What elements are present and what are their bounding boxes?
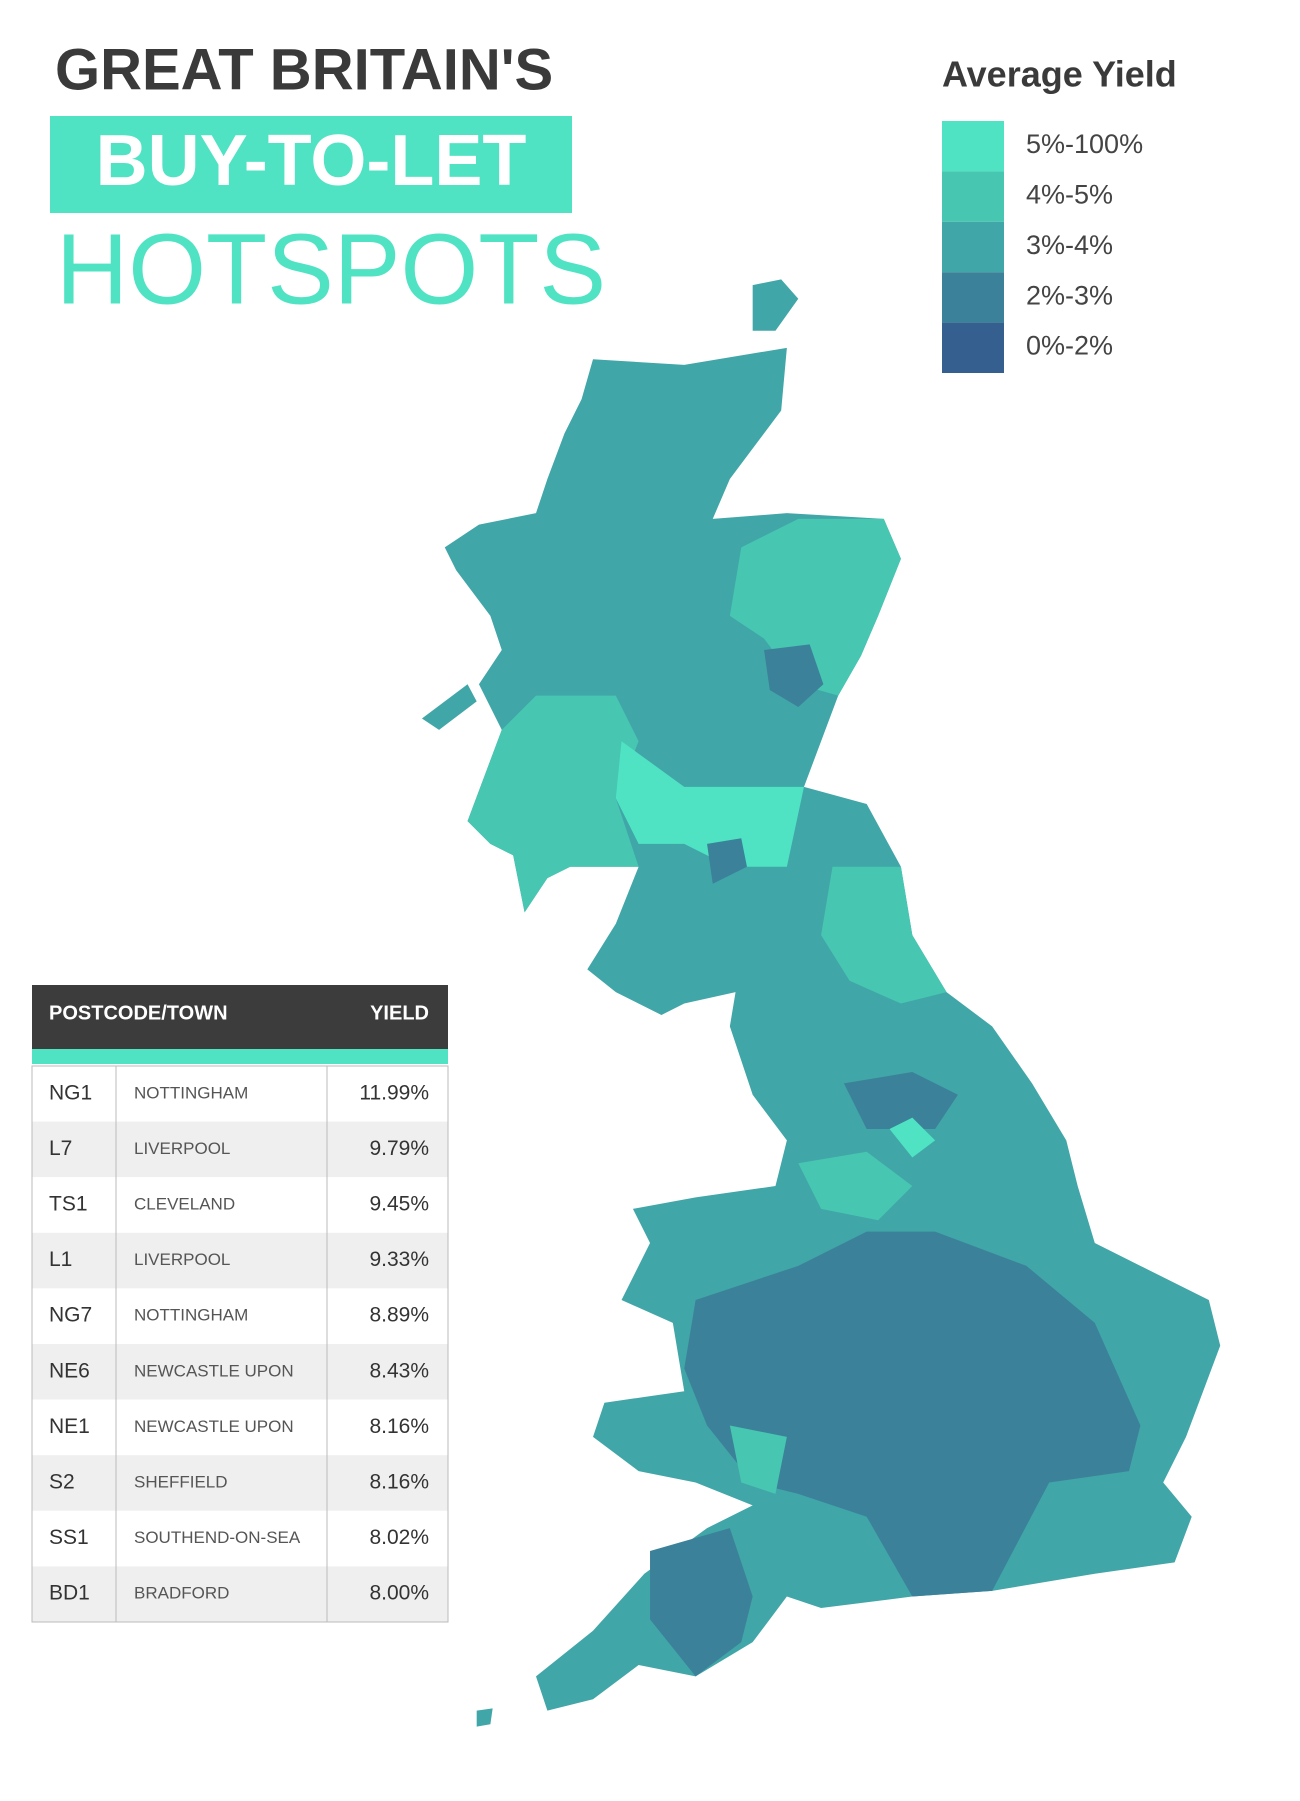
title-line2: BUY-TO-LET <box>96 121 527 201</box>
postcode: NE6 <box>49 1359 90 1382</box>
legend-swatch <box>942 121 1004 172</box>
yield: 9.79% <box>369 1137 429 1160</box>
region <box>650 1528 753 1677</box>
postcode: NE1 <box>49 1415 90 1438</box>
region <box>467 695 639 913</box>
postcode: NG1 <box>49 1081 92 1104</box>
table-row <box>32 1566 448 1622</box>
region <box>729 518 901 696</box>
postcode: L7 <box>49 1137 72 1160</box>
legend-swatch <box>942 221 1004 273</box>
legend-label: 2%-3% <box>1026 280 1113 310</box>
table-row <box>32 1510 448 1567</box>
postcode: NG7 <box>49 1304 92 1327</box>
table-row <box>32 1399 448 1456</box>
table-row <box>32 1121 448 1178</box>
town: BRADFORD <box>134 1584 229 1603</box>
town: NEWCASTLE UPON <box>134 1417 294 1436</box>
table-header <box>32 985 448 1049</box>
island <box>476 1708 493 1727</box>
region <box>707 838 747 884</box>
island <box>421 684 477 730</box>
yield: 8.16% <box>369 1471 429 1494</box>
town: NOTTINGHAM <box>134 1306 248 1325</box>
yield: 8.00% <box>369 1582 429 1605</box>
title-line1: GREAT BRITAIN'S <box>55 37 553 102</box>
table-row <box>32 1344 448 1400</box>
table-header-cell: YIELD <box>370 1002 429 1024</box>
town: NEWCASTLE UPON <box>134 1361 294 1380</box>
legend-label: 5%-100% <box>1026 129 1143 159</box>
legend-swatch <box>942 272 1004 323</box>
legend: 5%-100% 4%-5% 3%-4% 2%-3% 0%-2% <box>942 121 1143 373</box>
table-row <box>32 1177 448 1233</box>
yield: 8.16% <box>369 1415 429 1438</box>
table: POSTCODE/TOWN YIELD NG1 NOTTINGHAM 11.99% L… <box>31 985 449 1623</box>
table-border <box>31 1065 449 1623</box>
town: LIVERPOOL <box>134 1250 230 1269</box>
town: SOUTHEND-ON-SEA <box>134 1528 301 1547</box>
region <box>889 1117 936 1158</box>
region <box>764 644 824 708</box>
title-line3: HOTSPOTS <box>56 213 606 325</box>
table-row <box>32 1066 448 1122</box>
table-header-cell: POSTCODE/TOWN <box>49 1002 228 1024</box>
region <box>684 1231 1141 1597</box>
title-band <box>50 116 572 213</box>
table-row <box>32 1288 448 1344</box>
postcode: L1 <box>49 1248 72 1271</box>
yield: 8.02% <box>369 1526 429 1549</box>
yield: 9.45% <box>369 1193 429 1216</box>
region <box>798 1151 913 1221</box>
legend-label: 4%-5% <box>1026 180 1113 210</box>
town: SHEFFIELD <box>134 1472 228 1491</box>
table-accent <box>32 1049 448 1064</box>
legend-label: 0%-2% <box>1026 331 1113 361</box>
island <box>752 279 799 331</box>
postcode: SS1 <box>49 1526 89 1549</box>
region <box>843 1071 958 1129</box>
town: CLEVELAND <box>134 1194 235 1213</box>
postcode: BD1 <box>49 1582 90 1605</box>
yield: 9.33% <box>369 1248 429 1271</box>
legend-title: Average Yield <box>942 54 1177 95</box>
yield: 8.43% <box>369 1359 429 1382</box>
region <box>729 1425 787 1494</box>
yield: 8.89% <box>369 1304 429 1327</box>
town: LIVERPOOL <box>134 1139 230 1158</box>
table-row <box>32 1455 448 1511</box>
map <box>421 279 1221 1727</box>
legend-swatch <box>942 322 1004 373</box>
legend-swatch <box>942 171 1004 222</box>
yield: 11.99% <box>359 1081 429 1104</box>
postcode: S2 <box>49 1471 75 1494</box>
postcode: TS1 <box>49 1193 88 1216</box>
town: NOTTINGHAM <box>134 1083 248 1102</box>
table-row <box>32 1232 448 1289</box>
region <box>615 741 804 867</box>
region <box>821 866 947 1004</box>
legend-label: 3%-4% <box>1026 230 1113 260</box>
